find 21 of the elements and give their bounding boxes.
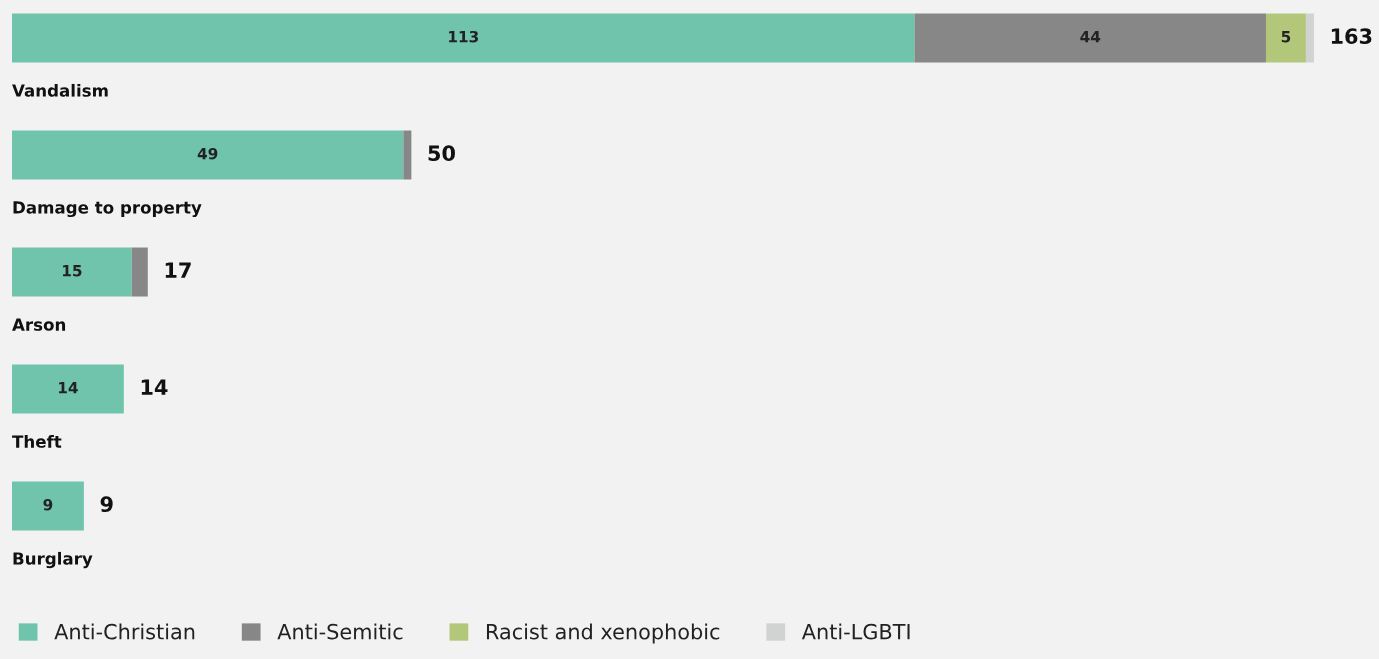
data-label: 113 bbox=[449, 30, 478, 43]
y-tick-label: Arson bbox=[12, 318, 66, 331]
data-label: 44 bbox=[1080, 31, 1101, 43]
data-label: 9 bbox=[43, 498, 53, 511]
total-label: 163 bbox=[1331, 28, 1372, 45]
data-label: 15 bbox=[63, 265, 82, 277]
total-label: 9 bbox=[100, 496, 113, 513]
total-label: 14 bbox=[141, 379, 168, 395]
legend-label: Anti-LGBTI bbox=[801, 623, 910, 640]
data-label: 5 bbox=[1281, 31, 1291, 43]
total-label: 50 bbox=[428, 145, 455, 162]
data-label: 14 bbox=[59, 382, 78, 394]
y-tick-label: Burglary bbox=[13, 551, 93, 569]
total-label: 17 bbox=[165, 262, 191, 278]
data-label: 49 bbox=[197, 147, 218, 160]
y-tick-label: Theft bbox=[12, 434, 62, 448]
legend-label: Anti-Christian bbox=[54, 623, 195, 640]
legend-label: Racist and xenophobic bbox=[486, 623, 720, 644]
legend-label: Anti-Semitic bbox=[277, 623, 403, 640]
y-tick-label: Vandalism bbox=[12, 83, 108, 97]
y-tick-label: Damage to property bbox=[13, 201, 202, 218]
